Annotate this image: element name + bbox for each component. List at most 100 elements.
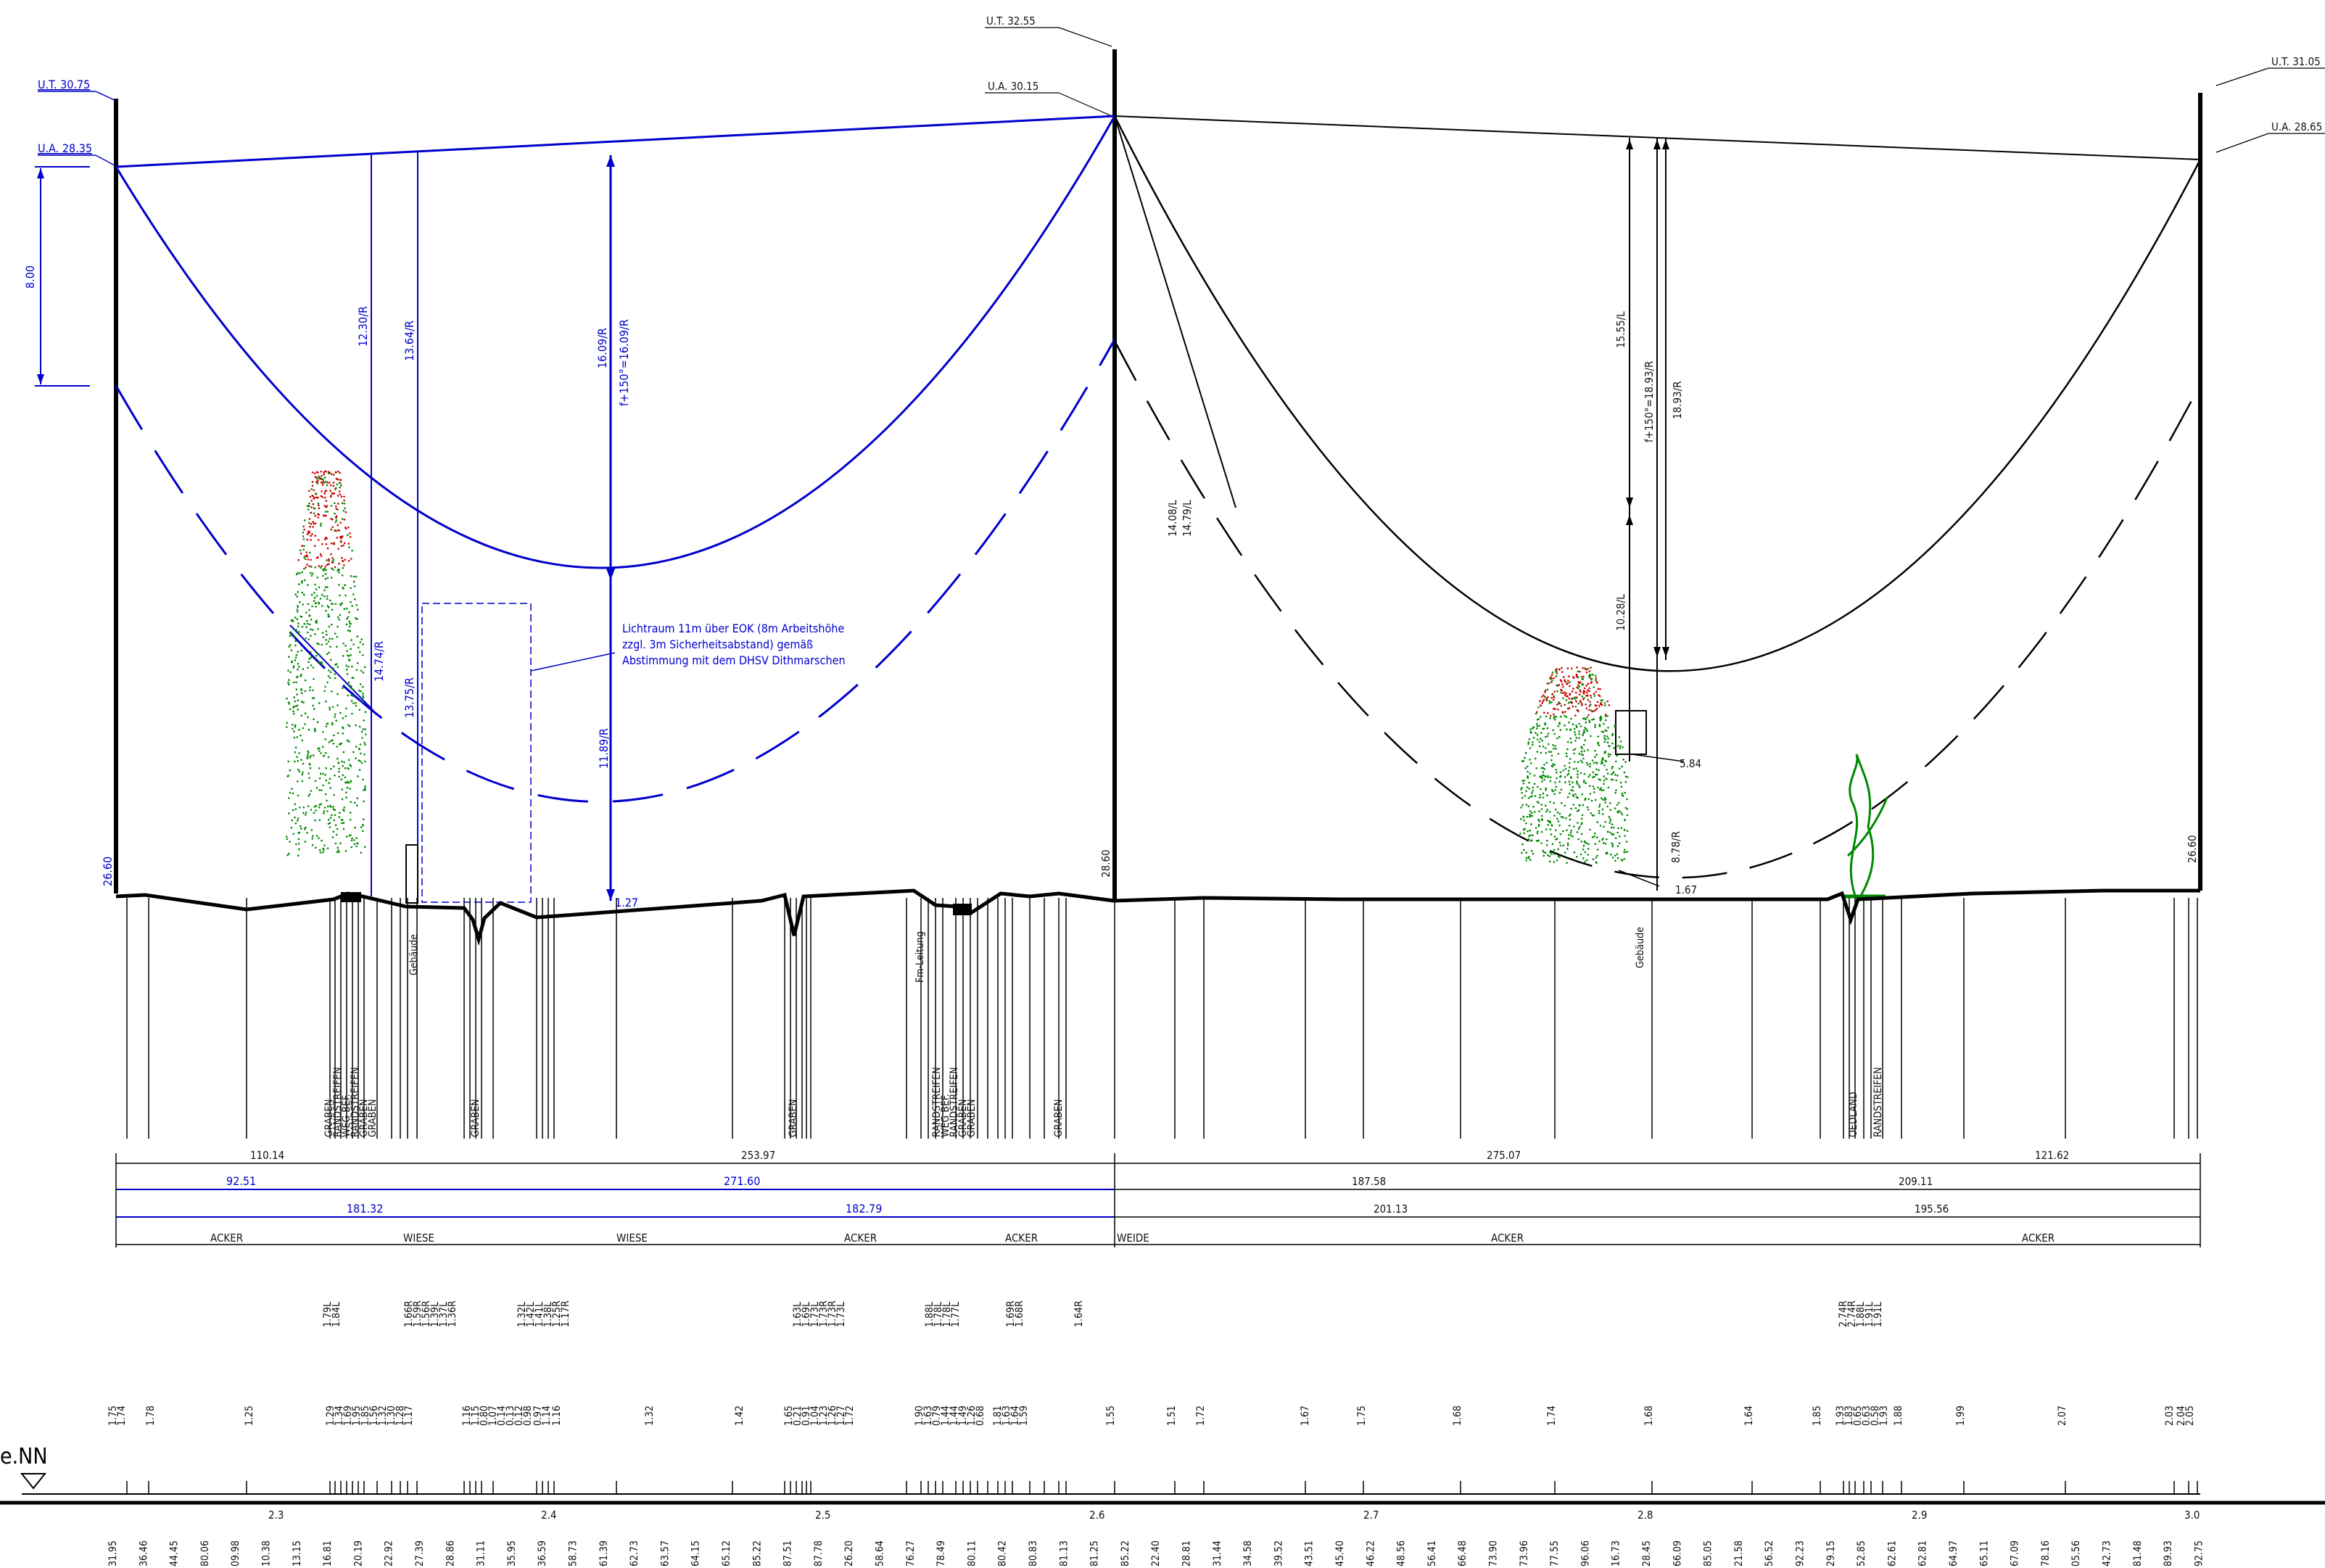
usage-6: WEIDE [1117, 1231, 1149, 1245]
height-value: 0.58 [1870, 1406, 1881, 1426]
height-value: 1.85 [360, 1406, 371, 1426]
station-value: 22.40 [1150, 1540, 1162, 1567]
masts [114, 49, 2202, 901]
station-value: 58.64 [875, 1540, 886, 1567]
station-value: 78.16 [2040, 1540, 2052, 1567]
clearance-value: 1.73R [818, 1300, 830, 1327]
station-value: 80.42 [997, 1540, 1009, 1567]
station-value: 13.15 [292, 1540, 303, 1567]
clearance-value: 1.39L [429, 1302, 441, 1327]
station-value: 61.39 [598, 1540, 610, 1567]
station-value: 65.12 [721, 1540, 732, 1567]
left-span [35, 115, 1116, 903]
height-value: 1.69 [342, 1406, 354, 1426]
clearance-value: 1.63L [792, 1302, 804, 1327]
km-label: 2.7 [1363, 1509, 1379, 1522]
height-value: 0.65 [1852, 1406, 1864, 1426]
tree-left [285, 470, 367, 857]
clearance-value: 1.69R [1005, 1300, 1017, 1327]
sag-label-5: 14.74/R [372, 641, 386, 682]
land-label: GRABEN [957, 1099, 969, 1137]
land-label: GRABEN [367, 1099, 379, 1137]
height-value: 1.99 [1955, 1406, 1967, 1426]
r-sag-label-5: 14.08/L [1166, 500, 1179, 537]
clearance-value: 1.17R [560, 1300, 571, 1327]
r-sag-label-3: 18.93/R [1671, 381, 1684, 419]
left-conductor-swing[interactable] [115, 339, 1116, 803]
km-label: 2.3 [268, 1509, 284, 1522]
clearance-value: 1.78L [933, 1302, 944, 1327]
clearance-value: 1.78L [941, 1302, 953, 1327]
station-value: 36.59 [537, 1540, 548, 1567]
height-value: 0.91 [801, 1406, 812, 1426]
terrain-profile [115, 888, 2200, 946]
station-value: 96.06 [1579, 1540, 1591, 1567]
clearance-value: 1.38L [542, 1302, 554, 1327]
right-conductor-swing[interactable] [1113, 340, 2202, 879]
land-label: RANDSTREIFEN [931, 1067, 943, 1137]
clearance-value: 1.68R [1014, 1300, 1025, 1327]
r-sag-label-6: 14.79/L [1181, 500, 1194, 537]
height-value: 1.17 [403, 1406, 415, 1426]
height-value: 0.13 [505, 1406, 516, 1426]
dim-r1-2: 253.97 [741, 1149, 775, 1162]
height-value: 2.07 [2057, 1406, 2068, 1426]
r-sag-label-9: 1.67 [1675, 883, 1697, 896]
left-conductor-sag[interactable] [115, 115, 1116, 569]
station-value: 81.25 [1089, 1540, 1101, 1567]
height-value: 1.34 [334, 1406, 345, 1426]
height-value: 1.42 [734, 1406, 746, 1426]
land-label: GRABEN [966, 1099, 978, 1137]
sag-label-2: 13.64/R [402, 321, 416, 361]
left-span-labels: 8.00 12.30/R 13.64/R 16.09/R f+150°=16.0… [23, 265, 846, 909]
gebaeude-label-1: Gebäude [408, 934, 420, 975]
land-label: WEG BEF. [341, 1094, 352, 1137]
right-ut-label: U.T. 31.05 [2271, 55, 2321, 68]
dim-r3-2: 182.79 [846, 1202, 882, 1216]
station-value: 28.81 [1181, 1540, 1193, 1567]
clearance-value: 1.25R [551, 1300, 563, 1327]
height-value: 1.74 [116, 1406, 128, 1426]
clearance-value: 1.56R [421, 1300, 432, 1327]
clearance-value: 1.36R [447, 1300, 458, 1327]
right-span-labels: 15.55/L f+150°=18.93/R 18.93/R 10.28/L 1… [1166, 311, 1701, 896]
datum-label: e.NN [0, 1444, 48, 1469]
station-value: 22.92 [384, 1540, 395, 1567]
station-value: 67.09 [2010, 1540, 2021, 1567]
middle-ua-label: U.A. 30.15 [988, 80, 1038, 93]
fm-leitung-label: Fm-Leitung [914, 931, 926, 983]
sag-label-8: 1.27 [615, 896, 638, 909]
vegetation [285, 470, 1629, 865]
station-value: 64.97 [1948, 1540, 1959, 1567]
height-value: 1.75 [1356, 1406, 1368, 1426]
dimension-rows: 110.14 253.97 275.07 121.62 92.51 271.60… [115, 1149, 2201, 1247]
sag-label-4: f+150°=16.09/R [617, 319, 631, 406]
right-conductor-sag[interactable] [1113, 115, 2202, 672]
height-value: 1.72 [844, 1406, 856, 1426]
height-value: 1.30 [386, 1406, 397, 1426]
clearance-value: 1.73L [809, 1302, 821, 1327]
clearance-value: 1.32L [516, 1302, 528, 1327]
baseline: e.NN [0, 1444, 2325, 1505]
usage-8: ACKER [2022, 1231, 2054, 1245]
height-value: 0.21 [792, 1406, 804, 1426]
dim-r3-4: 195.56 [1915, 1202, 1949, 1216]
station-value: 31.11 [476, 1540, 487, 1567]
usage-3: WIESE [616, 1231, 648, 1245]
mast-labels: U.T. 30.75 U.A. 28.35 U.T. 32.55 U.A. 30… [38, 15, 2325, 886]
dim-r2-2: 271.60 [724, 1174, 760, 1188]
gebaeude-label-2: Gebäude [1635, 927, 1646, 968]
height-value: 1.63 [1001, 1406, 1012, 1426]
tree-right-cloud [1519, 666, 1629, 865]
km-label: 2.4 [541, 1509, 556, 1522]
height-value: 1.26 [827, 1406, 838, 1426]
station-value: 66.09 [1672, 1540, 1683, 1567]
clearance-value: 1.88L [1855, 1302, 1867, 1327]
height-value: 0.12 [513, 1406, 525, 1426]
usage-2: WIESE [403, 1231, 434, 1245]
land-label: OEDLAND [1848, 1092, 1859, 1137]
station-value: 89.93 [2163, 1540, 2174, 1567]
height-value: 1.29 [325, 1406, 336, 1426]
dim-r1-3: 275.07 [1487, 1149, 1521, 1162]
sag-label-1: 12.30/R [356, 306, 370, 347]
